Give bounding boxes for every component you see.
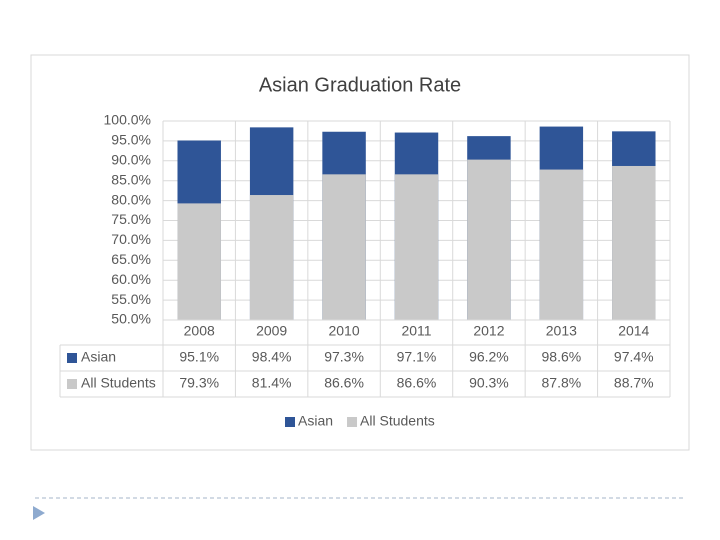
x-tick-label: 2014: [618, 323, 649, 339]
data-label: 98.4%: [252, 349, 292, 365]
legend-key: [347, 417, 358, 427]
data-label: 88.7%: [614, 375, 654, 391]
x-tick-label: 2010: [328, 323, 359, 339]
data-label: 81.4%: [252, 375, 292, 391]
x-tick-label: 2009: [256, 323, 287, 339]
data-label: 79.3%: [179, 375, 219, 391]
data-label: 86.6%: [397, 375, 437, 391]
data-label: 98.6%: [542, 349, 582, 365]
bar: [539, 169, 584, 320]
bar: [177, 203, 221, 320]
bar: [249, 195, 294, 320]
legend-key: [285, 417, 295, 427]
data-label: 96.2%: [469, 349, 509, 365]
x-tick-label: 2013: [546, 323, 577, 339]
data-label: 87.8%: [542, 375, 582, 391]
chart-title: Asian Graduation Rate: [259, 74, 461, 96]
y-tick-label: 90.0%: [111, 152, 151, 168]
x-tick-label: 2011: [401, 323, 431, 339]
data-label: 95.1%: [179, 349, 219, 365]
bar: [467, 159, 511, 320]
y-tick-label: 65.0%: [111, 251, 151, 267]
table-legend-key: [67, 353, 77, 363]
table-legend-key: [67, 379, 77, 389]
data-label: 97.3%: [324, 349, 364, 365]
legend-label: Asian: [298, 413, 333, 429]
y-tick-label: 55.0%: [111, 291, 151, 307]
y-tick-label: 100.0%: [104, 112, 151, 128]
bar: [322, 174, 366, 320]
y-tick-label: 95.0%: [111, 132, 151, 148]
y-tick-label: 85.0%: [111, 171, 151, 187]
table-row-label: Asian: [81, 349, 116, 365]
table-row-label: All Students: [81, 375, 156, 391]
y-tick-label: 80.0%: [111, 191, 151, 207]
data-label: 97.1%: [397, 349, 437, 365]
y-tick-label: 50.0%: [111, 311, 151, 327]
y-tick-label: 60.0%: [111, 271, 151, 287]
y-tick-label: 75.0%: [111, 211, 151, 227]
x-tick-label: 2012: [473, 323, 504, 339]
bar: [612, 165, 656, 320]
data-label: 97.4%: [614, 349, 654, 365]
data-label: 90.3%: [469, 375, 509, 391]
bullet-icon: [33, 506, 45, 520]
y-tick-label: 70.0%: [111, 231, 151, 247]
legend-label: All Students: [360, 413, 435, 429]
bar: [394, 174, 439, 320]
x-tick-label: 2008: [184, 323, 215, 339]
data-label: 86.6%: [324, 375, 364, 391]
